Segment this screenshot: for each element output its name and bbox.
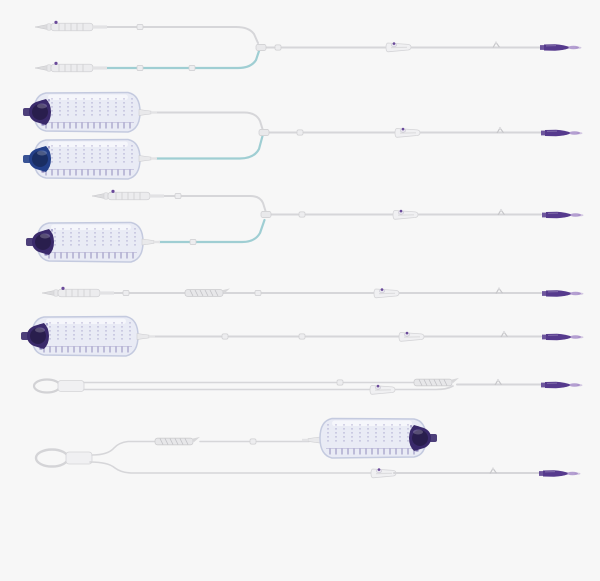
bag-spike-icon xyxy=(34,61,108,73)
purple-tip-connector-icon xyxy=(541,211,584,219)
loop-fitting xyxy=(57,380,85,392)
bag-outlet-icon xyxy=(136,333,156,340)
purple-tip-connector-icon xyxy=(541,333,584,341)
ring-connector-icon xyxy=(296,129,304,136)
purple-tip-connector-icon xyxy=(540,381,583,389)
grey-tube xyxy=(161,195,267,212)
set-loop-inline-bag xyxy=(34,417,581,479)
ring-connector-icon xyxy=(254,290,262,296)
ring-connector-icon xyxy=(274,44,282,51)
purple-tip-connector-icon xyxy=(539,43,582,52)
lower-line xyxy=(83,385,454,391)
bag-outlet-icon xyxy=(141,238,161,246)
purple-tip-connector-icon xyxy=(541,289,584,298)
hanging-loop xyxy=(32,378,62,394)
roller-clamp-icon xyxy=(373,287,400,299)
bag-cap-icon xyxy=(23,146,51,172)
teal-tube xyxy=(154,134,264,160)
set-dual-spike-y xyxy=(34,20,582,73)
y-junction-icon xyxy=(260,211,272,218)
set-loop-spike xyxy=(32,377,583,395)
ring-connector-icon xyxy=(189,239,197,245)
ring-connector-icon xyxy=(136,24,144,30)
purple-tip-connector-icon xyxy=(540,129,583,137)
roller-clamp-icon xyxy=(394,127,421,138)
bag-spike-icon xyxy=(91,189,165,201)
y-junction-icon xyxy=(255,44,267,51)
ring-connector-icon xyxy=(122,290,130,296)
teal-tube xyxy=(157,218,266,244)
bag-cap-icon xyxy=(409,425,437,451)
ring-connector-icon xyxy=(336,379,344,386)
teal-tube xyxy=(103,49,261,70)
upper-branch xyxy=(91,440,156,456)
ribbed-connector-icon xyxy=(184,287,231,297)
bag-cap-icon xyxy=(21,323,49,349)
hanging-loop xyxy=(34,448,70,468)
purple-tip-connector-icon xyxy=(538,469,581,478)
bag-cap-icon xyxy=(23,99,51,125)
ring-connector-icon xyxy=(174,193,182,199)
roller-clamp-icon xyxy=(369,384,396,395)
bag-spike-icon xyxy=(41,286,115,298)
ribbed-spike-icon xyxy=(413,377,460,387)
ring-connector-icon xyxy=(221,333,229,340)
bag-spike-icon xyxy=(34,20,108,32)
set-single-bag xyxy=(21,315,584,358)
roller-clamp-icon xyxy=(385,41,412,53)
bag-outlet-icon xyxy=(138,109,158,116)
loop-fitting xyxy=(65,451,93,465)
roller-clamp-icon xyxy=(370,467,397,479)
roller-clamp-icon xyxy=(392,209,419,220)
set-spike-and-bag-y xyxy=(26,189,584,264)
ring-connector-icon xyxy=(188,65,196,71)
lower-branch xyxy=(89,461,373,474)
set-dual-bag-y xyxy=(23,91,583,181)
ring-connector-icon xyxy=(298,333,306,340)
bag-cap-icon xyxy=(26,229,54,255)
ribbed-connector-icon xyxy=(154,436,201,446)
bag-outlet-icon xyxy=(138,155,158,162)
ring-connector-icon xyxy=(136,65,144,71)
ring-connector-icon xyxy=(298,211,306,218)
grey-tube xyxy=(155,111,264,130)
set-straight-spike xyxy=(41,286,584,299)
roller-clamp-icon xyxy=(398,331,425,342)
grey-tube xyxy=(104,26,259,44)
y-junction-icon xyxy=(258,129,270,136)
ring-connector-icon xyxy=(249,438,257,445)
